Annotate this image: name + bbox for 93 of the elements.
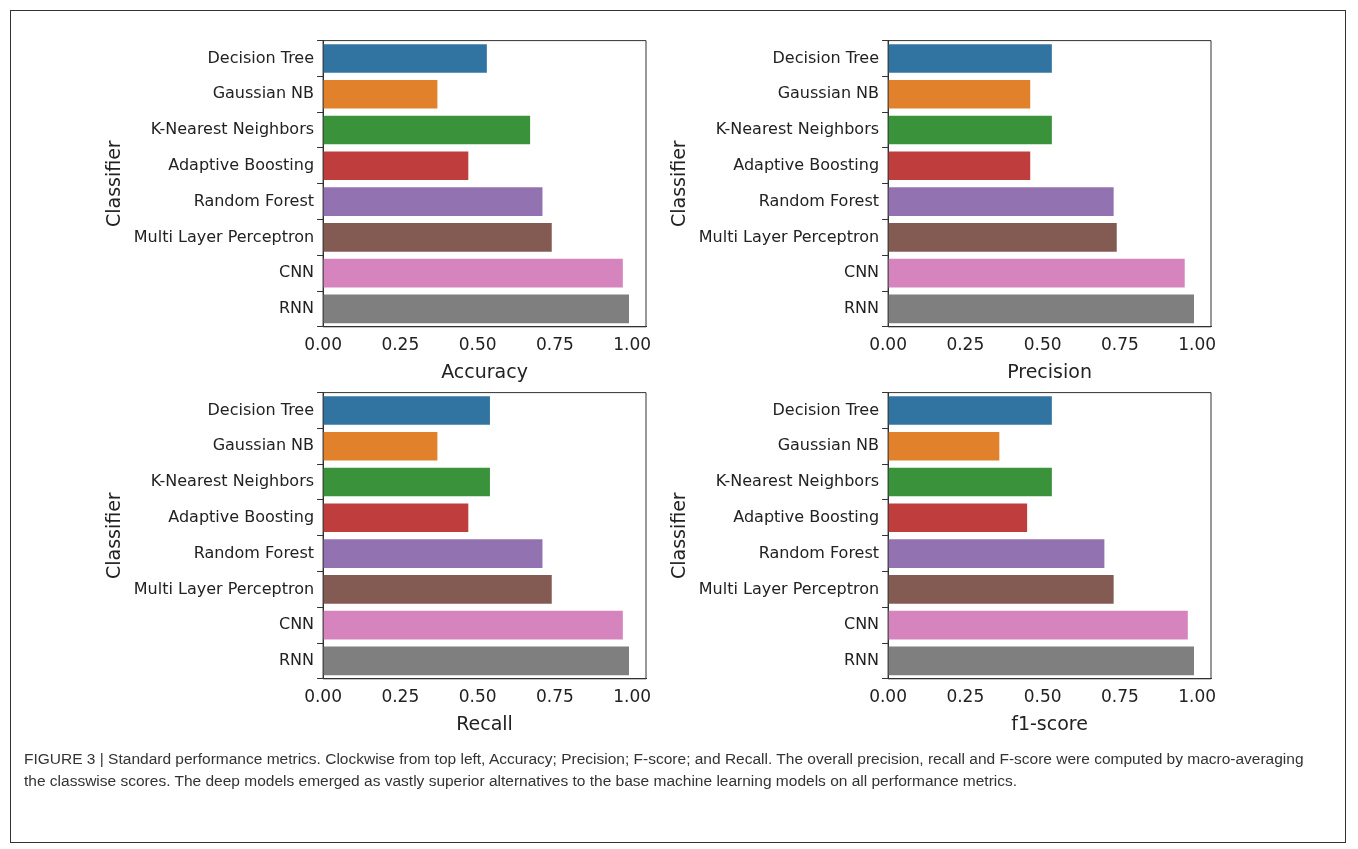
bar	[323, 294, 629, 324]
y-tick-label: Gaussian NB	[212, 435, 315, 455]
y-tick-label: RNN	[844, 298, 880, 318]
bar	[323, 431, 438, 461]
y-tick-label: Multi Layer Perceptron	[133, 226, 315, 246]
bar	[323, 79, 438, 109]
x-tick-label: 0.25	[946, 334, 985, 355]
bar	[888, 646, 1194, 676]
bar	[323, 467, 490, 497]
x-tick-label: 1.00	[613, 334, 652, 355]
y-axis-title: Classifier	[102, 140, 125, 228]
x-axis-title: Precision	[1007, 359, 1092, 382]
x-tick-label: 0.25	[381, 334, 420, 355]
y-tick-label: Gaussian NB	[777, 83, 880, 103]
y-tick-label: CNN	[278, 262, 315, 282]
bar	[323, 646, 629, 676]
y-tick-label: RNN	[279, 298, 315, 318]
bar	[323, 539, 543, 568]
y-tick-label: Random Forest	[193, 190, 315, 210]
x-tick-label: 0.50	[1023, 686, 1062, 707]
bar	[888, 294, 1194, 324]
x-tick-label: 0.75	[535, 334, 574, 355]
y-tick-label: CNN	[843, 262, 880, 282]
x-tick-label: 0.50	[458, 686, 497, 707]
bar	[888, 79, 1031, 109]
bar	[888, 575, 1114, 604]
y-tick-label: Decision Tree	[772, 399, 880, 419]
y-tick-label: Gaussian NB	[212, 83, 315, 103]
bar	[323, 610, 623, 640]
bar	[323, 223, 552, 252]
y-tick-label: Adaptive Boosting	[733, 154, 880, 174]
y-tick-label: CNN	[843, 614, 880, 634]
x-tick-label: 0.75	[535, 686, 574, 707]
y-tick-label: Multi Layer Perceptron	[698, 578, 880, 598]
bar	[888, 431, 1000, 461]
y-tick-label: Multi Layer Perceptron	[133, 578, 315, 598]
x-tick-label: 0.25	[946, 686, 985, 707]
caption: FIGURE 3 | Standard performance metrics. Clockwise from top left, Accuracy; Precision; F-score; and Recall. The overall precision, recall and F-score were computed by macro-averaging the classwise scores. The deep models emerged as vastly superior alternatives to the base machine learning models on all performance metrics.	[24, 749, 1305, 791]
x-tick-label: 0.00	[304, 686, 342, 707]
bar	[323, 151, 469, 181]
bar	[888, 539, 1105, 568]
y-tick-label: Random Forest	[758, 190, 880, 210]
y-tick-label: RNN	[844, 650, 880, 670]
x-tick-label: 1.00	[1178, 334, 1217, 355]
x-axis-title: Recall	[456, 711, 513, 734]
bar	[323, 187, 543, 216]
bar	[888, 223, 1117, 252]
bar	[323, 258, 623, 288]
y-tick-label: K-Nearest Neighbors	[150, 471, 315, 491]
x-tick-label: 0.75	[1100, 334, 1139, 355]
y-tick-label: Decision Tree	[207, 399, 315, 419]
x-tick-label: 1.00	[1178, 686, 1217, 707]
y-tick-label: Random Forest	[193, 542, 315, 562]
bar	[888, 115, 1052, 145]
x-axis-title: f1-score	[1011, 711, 1088, 734]
bar	[888, 258, 1185, 288]
y-tick-label: Adaptive Boosting	[168, 154, 315, 174]
y-tick-label: K-Nearest Neighbors	[715, 471, 880, 491]
bar	[888, 151, 1031, 181]
bar	[323, 396, 490, 425]
y-tick-label: Random Forest	[758, 542, 880, 562]
y-tick-label: Adaptive Boosting	[733, 506, 880, 526]
y-tick-label: CNN	[278, 614, 315, 634]
bar	[323, 115, 531, 145]
y-tick-label: RNN	[279, 650, 315, 670]
y-tick-label: K-Nearest Neighbors	[150, 119, 315, 139]
y-axis-title: Classifier	[667, 140, 690, 228]
x-axis-title: Accuracy	[441, 359, 528, 382]
x-tick-label: 0.75	[1100, 686, 1139, 707]
bar	[888, 503, 1028, 533]
bar	[888, 187, 1114, 216]
y-tick-label: Gaussian NB	[777, 435, 880, 455]
bar	[888, 610, 1188, 640]
bar	[888, 467, 1052, 497]
bar	[323, 503, 469, 533]
x-tick-label: 0.00	[869, 334, 907, 355]
x-tick-label: 0.50	[1023, 334, 1062, 355]
y-tick-label: Decision Tree	[207, 47, 315, 67]
x-tick-label: 0.25	[381, 686, 420, 707]
y-axis-title: Classifier	[102, 492, 125, 580]
bar	[888, 44, 1052, 73]
bar	[323, 44, 487, 73]
bar	[323, 575, 552, 604]
bar	[888, 396, 1052, 425]
y-axis-title: Classifier	[667, 492, 690, 580]
y-tick-label: K-Nearest Neighbors	[715, 119, 880, 139]
x-tick-label: 0.50	[458, 334, 497, 355]
x-tick-label: 1.00	[613, 686, 652, 707]
y-tick-label: Multi Layer Perceptron	[698, 226, 880, 246]
y-tick-label: Decision Tree	[772, 47, 880, 67]
x-tick-label: 0.00	[869, 686, 907, 707]
x-tick-label: 0.00	[304, 334, 342, 355]
y-tick-label: Adaptive Boosting	[168, 506, 315, 526]
